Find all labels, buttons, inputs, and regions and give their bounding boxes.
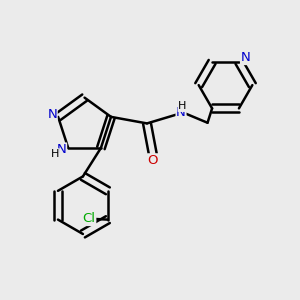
- Text: N: N: [176, 106, 186, 119]
- Text: N: N: [241, 52, 250, 64]
- Text: O: O: [148, 154, 158, 167]
- Text: N: N: [47, 108, 57, 121]
- Text: Cl: Cl: [83, 212, 96, 226]
- Text: H: H: [178, 101, 187, 111]
- Text: H: H: [51, 149, 59, 159]
- Text: N: N: [57, 143, 67, 156]
